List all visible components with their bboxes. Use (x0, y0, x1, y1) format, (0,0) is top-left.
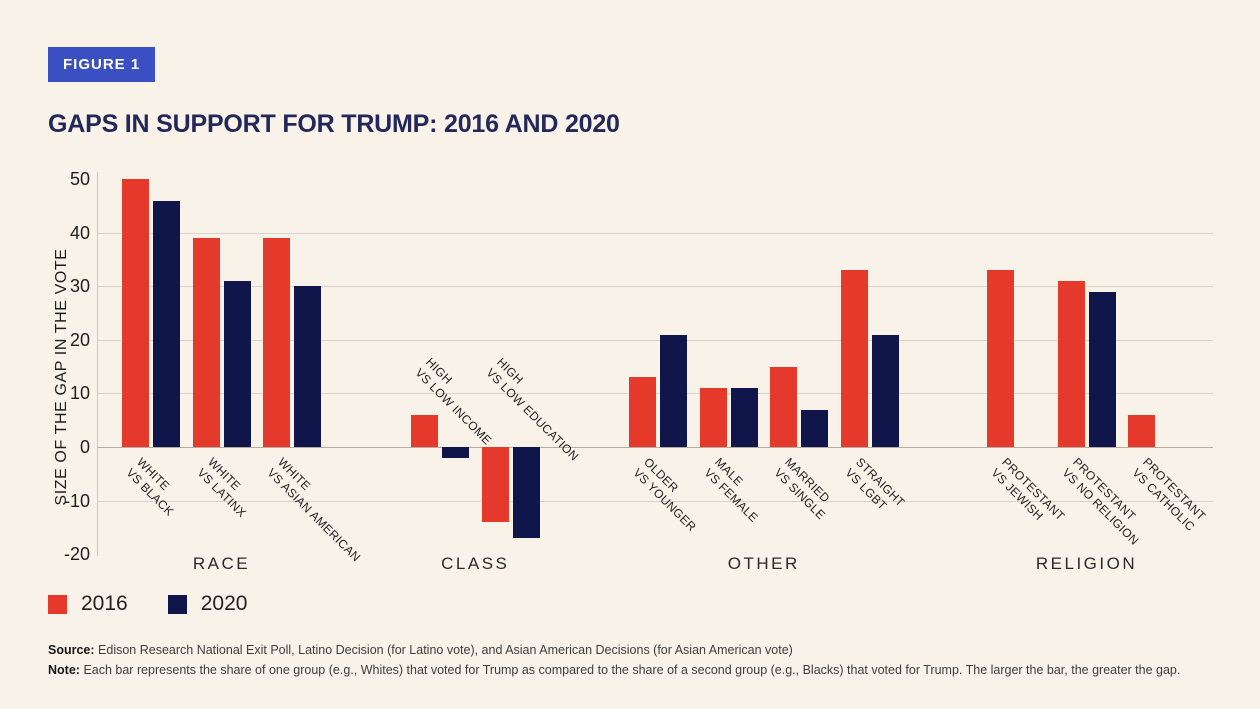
legend-label-2020: 2020 (200, 592, 248, 615)
y-tick-label-0: 0 (79, 437, 90, 457)
category-label-protestant-vs-jewish: PROTESTANT VS JEWISH (988, 455, 1068, 524)
gridline--10 (97, 501, 1213, 502)
bar-2016-white-vs-black (122, 179, 149, 447)
group-label-religion: RELIGION (1035, 554, 1138, 573)
bar-2020-protestant-vs-no-religion (1088, 292, 1116, 447)
y-tick-label-20: 20 (69, 330, 90, 350)
bar-2016-older-vs-younger (629, 377, 656, 447)
chart-title: GAPS IN SUPPORT FOR TRUMP: 2016 AND 2020 (48, 110, 620, 138)
note-line: Note: Each bar represents the share of o… (48, 660, 1218, 680)
bar-2020-straight-vs-lgbt (871, 335, 899, 447)
source-line: Source: Edison Research National Exit Po… (48, 640, 1218, 660)
y-tick-label--20: -20 (63, 544, 90, 564)
category-label-male-vs-female: MALE VS FEMALE (700, 455, 761, 526)
bar-2016-protestant-vs-jewish (987, 270, 1014, 447)
legend-swatch-2020 (167, 594, 187, 614)
category-label-white-vs-black: WHITE VS BLACK (123, 455, 177, 519)
gridline-30 (97, 286, 1213, 287)
gridline-40 (97, 233, 1213, 234)
bar-2020-older-vs-younger (660, 335, 687, 447)
group-label-race: RACE (192, 554, 251, 573)
bar-2020-white-vs-latinx (223, 281, 251, 447)
figure-badge: FIGURE 1 (48, 47, 156, 82)
bar-2016-high-vs-low-income (411, 415, 438, 447)
y-tick-label--10: -10 (63, 491, 90, 511)
bar-2020-high-vs-low-education (512, 447, 540, 538)
bar-2016-married-vs-single (770, 367, 797, 447)
note-text: Each bar represents the share of one gro… (83, 663, 1181, 677)
category-label-white-vs-latinx: WHITE VS LATINX (193, 455, 249, 521)
legend-swatch-2016 (48, 594, 67, 614)
category-label-older-vs-younger: OLDER VS YOUNGER (630, 455, 699, 535)
legend-label-2016: 2016 (81, 592, 128, 615)
note-label: Note: (48, 663, 80, 677)
plot-area: 50 40 30 20 10 0 -10 -20 WHITE VS BLACK WHITE VS LA… (64, 169, 1213, 573)
bar-2020-male-vs-female (730, 388, 758, 447)
source-label: Source: (48, 643, 95, 657)
gridline-0 (97, 447, 1213, 448)
bar-2020-married-vs-single (801, 410, 828, 447)
bar-2016-high-vs-low-education (481, 447, 509, 522)
bar-2016-white-vs-asian-american (263, 238, 290, 447)
bar-2020-white-vs-asian-american (294, 286, 321, 447)
y-tick-label-50: 50 (69, 169, 90, 189)
bar-2020-high-vs-low-income (442, 447, 469, 458)
category-label-white-vs-asian-american: WHITE VS ASIAN AMERICAN (264, 455, 364, 565)
y-tick-label-30: 30 (69, 276, 90, 296)
category-label-straight-vs-lgbt: STRAIGHT VS LGBT (841, 455, 908, 513)
bar-2016-straight-vs-lgbt (840, 270, 868, 447)
legend-item-2016: 2016 (48, 592, 128, 616)
bar-2020-white-vs-black (153, 201, 180, 447)
y-tick-label-40: 40 (69, 223, 90, 243)
group-label-class: CLASS (441, 554, 510, 573)
y-tick-label-10: 10 (69, 383, 90, 403)
group-label-other: OTHER (727, 554, 800, 573)
bar-2016-protestant-vs-no-religion (1057, 281, 1085, 447)
source-text: Edison Research National Exit Poll, Lati… (98, 643, 793, 657)
gridline-20 (97, 340, 1213, 341)
category-label-married-vs-single: MARRIED VS SINGLE (771, 455, 833, 523)
footnotes: Source: Edison Research National Exit Po… (48, 640, 1218, 680)
legend-item-2020: 2020 (167, 592, 248, 616)
bar-2016-protestant-vs-catholic (1128, 415, 1155, 447)
legend: 2016 2020 (48, 592, 247, 616)
bar-2016-male-vs-female (699, 388, 727, 447)
bar-2016-white-vs-latinx (192, 238, 220, 447)
y-axis-line (97, 172, 98, 556)
